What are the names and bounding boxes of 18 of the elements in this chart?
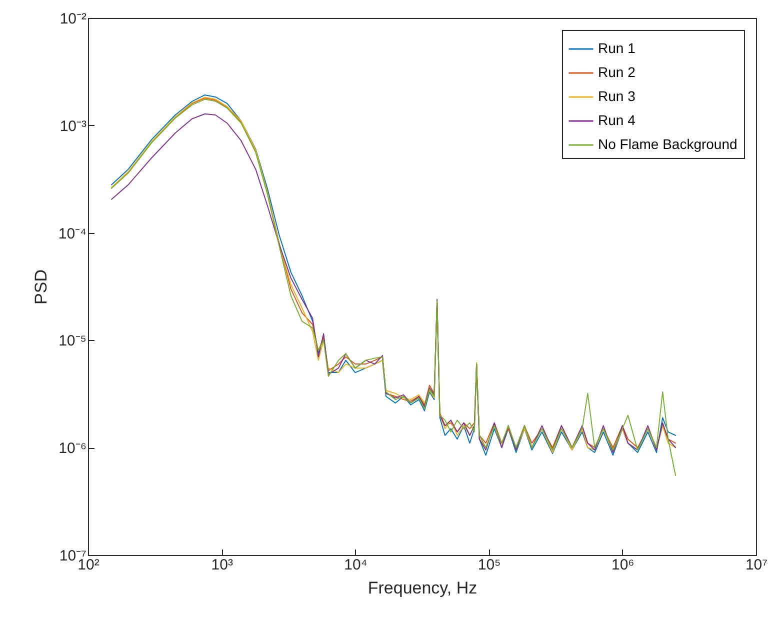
x-tick-label: 10⁴	[344, 556, 368, 574]
x-axis-title: Frequency, Hz	[368, 578, 478, 598]
y-axis-title: PSD	[31, 270, 50, 304]
legend-label: Run 4	[598, 112, 636, 128]
y-tick-label: 10⁻⁶	[58, 440, 86, 458]
y-tick-label: 10⁻³	[60, 118, 86, 135]
legend-label: Run 3	[598, 88, 636, 104]
x-tick-label: 10⁷	[745, 556, 768, 574]
legend-label: Run 2	[598, 64, 636, 80]
x-tick-label: 10⁶	[611, 556, 634, 574]
x-tick-label: 10²	[78, 556, 100, 574]
x-tick-label: 10³	[211, 556, 233, 574]
legend-label: Run 1	[598, 40, 636, 56]
y-tick-label: 10⁻⁴	[58, 225, 86, 242]
legend-label: No Flame Background	[598, 136, 738, 152]
y-tick-label: 10⁻⁵	[58, 332, 86, 350]
y-tick-label: 10⁻²	[60, 10, 86, 28]
x-tick-label: 10⁵	[478, 556, 501, 574]
